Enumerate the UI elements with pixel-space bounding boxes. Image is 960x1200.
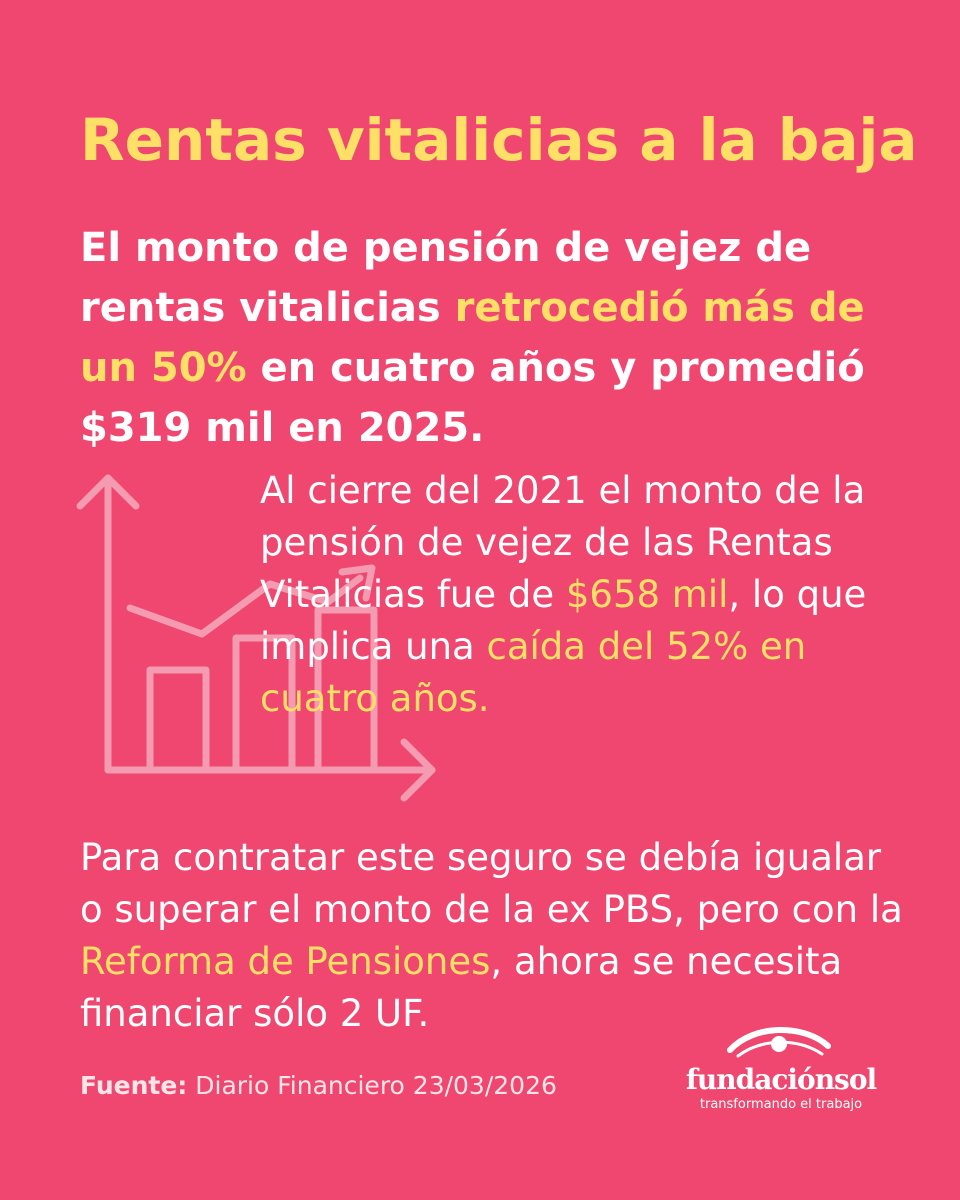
source-citation: Fuente: Diario Financiero 23/03/2026 xyxy=(80,1066,557,1106)
eye-icon xyxy=(727,1027,831,1058)
page-title: Rentas vitalicias a la baja xyxy=(80,106,918,174)
detail-highlight-drop: caída del 52% en cuatro años. xyxy=(260,625,807,720)
fundacion-sol-logo: fundaciónsol transformando el trabajo xyxy=(676,1020,886,1130)
source-label: Fuente: xyxy=(80,1071,188,1100)
logo-tagline: transformando el trabajo xyxy=(699,1097,863,1112)
source-text: Diario Financiero 23/03/2026 xyxy=(187,1071,557,1100)
headline-part-1: El monto de pensión de vejez de rentas v… xyxy=(80,225,812,331)
requirement-part-2: , ahora se necesita financiar sólo 2 UF. xyxy=(80,940,843,1035)
requirement-text: Para contratar este seguro se debía igua… xyxy=(80,832,910,1040)
detail-highlight-amount: $658 mil xyxy=(565,573,729,616)
detail-part-1: Al cierre del 2021 el monto de la pensió… xyxy=(260,469,866,616)
detail-text: Al cierre del 2021 el monto de la pensió… xyxy=(260,465,900,725)
headline-text: El monto de pensión de vejez de rentas v… xyxy=(80,218,900,458)
detail-part-2: , lo que implica una xyxy=(260,573,867,668)
logo-name: fundaciónsol xyxy=(685,1063,877,1096)
requirement-highlight: Reforma de Pensiones xyxy=(80,940,491,983)
declining-bar-chart-icon xyxy=(76,474,436,802)
headline-part-2: en cuatro años y promedió $319 mil en 20… xyxy=(80,345,865,451)
requirement-part-1: Para contratar este seguro se debía igua… xyxy=(80,836,903,931)
headline-highlight: retrocedió más de un 50% xyxy=(80,285,865,391)
